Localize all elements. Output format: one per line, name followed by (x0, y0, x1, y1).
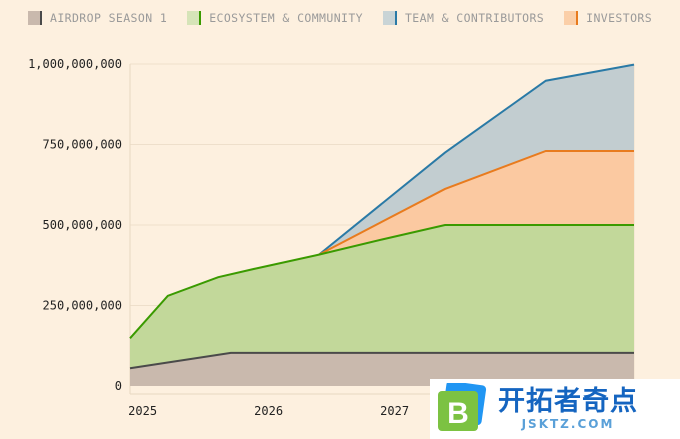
legend-swatch (28, 11, 42, 25)
y-tick-label: 500,000,000 (43, 218, 122, 232)
watermark-title: 开拓者奇点 (498, 386, 638, 417)
watermark-url: JSKTZ.COM (521, 417, 615, 431)
legend-label: TEAM & CONTRIBUTORS (404, 11, 545, 25)
legend-swatch (382, 11, 397, 25)
area-fill-ecosystem-community (130, 225, 634, 369)
legend-item[interactable]: INVESTORS (564, 11, 652, 25)
chart-legend: AIRDROP SEASON 1 ECOSYSTEM & COMMUNITY TEA… (0, 0, 680, 36)
area-fill-investors (319, 150, 634, 255)
area-fill-team-contributors (319, 64, 634, 255)
x-tick-label: 2027 (380, 404, 409, 418)
legend-swatch (187, 11, 202, 25)
legend-swatch (564, 11, 579, 25)
x-tick-label: 2026 (254, 404, 283, 418)
series-line-team-contributors (318, 63, 635, 256)
x-tick-label: 2025 (128, 404, 157, 418)
y-tick-label: 250,000,000 (43, 299, 122, 313)
watermark-text: 开拓者奇点 JSKTZ.COM (498, 386, 638, 432)
y-tick-label: 750,000,000 (43, 138, 122, 152)
svg-text:B: B (447, 397, 469, 430)
y-tick-label: 0 (115, 379, 122, 393)
legend-item[interactable]: TEAM & CONTRIBUTORS (382, 11, 545, 25)
legend-label: INVESTORS (586, 11, 653, 25)
legend-label: AIRDROP SEASON 1 (50, 11, 168, 25)
legend-label: ECOSYSTEM & COMMUNITY (209, 11, 363, 25)
watermark-banner: B 开拓者奇点 JSKTZ.COM (430, 379, 680, 439)
series-line-investors (318, 149, 634, 256)
y-tick-label: 1,000,000,000 (28, 57, 122, 71)
legend-item[interactable]: AIRDROP SEASON 1 (28, 11, 167, 25)
series-line-ecosystem-community (129, 224, 634, 340)
area-fill-airdrop-season-1 (130, 352, 634, 386)
legend-item[interactable]: ECOSYSTEM & COMMUNITY (187, 11, 363, 25)
series-line-airdrop-season-1 (129, 351, 634, 370)
watermark-logo-icon: B (436, 380, 488, 435)
